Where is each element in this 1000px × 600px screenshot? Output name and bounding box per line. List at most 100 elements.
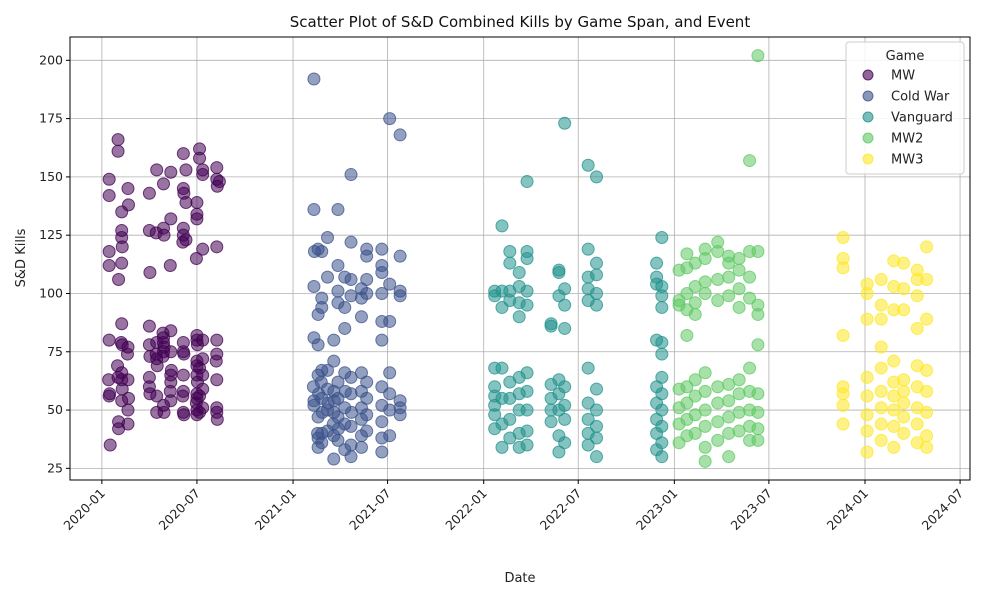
data-point — [196, 333, 210, 347]
data-point — [520, 252, 534, 265]
data-point — [375, 242, 389, 256]
data-points — [102, 49, 934, 468]
x-tick-label: 2024-01 — [824, 486, 872, 534]
data-point — [897, 303, 911, 317]
data-point — [115, 256, 129, 270]
data-point — [920, 440, 934, 454]
data-point — [590, 450, 604, 464]
data-point — [887, 440, 901, 454]
data-point — [321, 270, 335, 284]
data-point — [920, 240, 934, 254]
data-point — [196, 368, 210, 382]
data-point — [122, 391, 135, 405]
data-point — [743, 291, 757, 305]
data-point — [860, 445, 874, 459]
legend-label: MW3 — [891, 153, 923, 168]
data-point — [102, 333, 116, 347]
legend-frame — [845, 41, 965, 175]
data-point — [115, 317, 129, 331]
data-point — [722, 289, 736, 303]
data-point — [680, 328, 694, 342]
data-point — [375, 265, 389, 279]
data-point — [196, 401, 210, 415]
data-point — [212, 175, 226, 189]
data-point — [383, 366, 397, 380]
data-point — [751, 307, 765, 321]
data-point — [860, 286, 874, 300]
data-point — [558, 298, 572, 312]
data-point — [383, 277, 397, 291]
data-point — [383, 314, 397, 328]
data-point — [732, 300, 746, 314]
data-point — [190, 212, 204, 226]
data-point — [307, 279, 321, 293]
data-point — [910, 289, 924, 303]
data-point — [344, 289, 358, 303]
data-point — [503, 245, 517, 259]
data-point — [210, 412, 224, 426]
data-point — [120, 347, 134, 361]
x-tick-label: 2021-07 — [346, 486, 394, 534]
data-point — [112, 272, 126, 286]
data-point — [897, 282, 911, 296]
data-point — [874, 433, 888, 447]
data-point — [544, 415, 558, 429]
data-point — [698, 252, 712, 265]
data-point — [210, 373, 224, 387]
data-point — [111, 144, 125, 158]
data-point — [751, 405, 765, 419]
data-point — [157, 405, 171, 419]
data-point — [210, 161, 224, 175]
data-point — [327, 354, 341, 368]
data-point — [193, 151, 207, 165]
x-tick-label: 2020-07 — [156, 486, 204, 534]
data-point — [887, 354, 901, 368]
data-point — [338, 300, 352, 314]
x-tick-label: 2022-07 — [537, 486, 585, 534]
data-point — [331, 203, 345, 217]
data-point — [344, 438, 358, 452]
data-point — [307, 203, 321, 217]
data-point — [189, 252, 203, 265]
y-tick-label: 50 — [47, 402, 63, 417]
y-tick-label: 100 — [39, 285, 63, 300]
data-point — [711, 272, 725, 286]
x-axis-label: Date — [504, 571, 535, 586]
data-point — [698, 366, 712, 380]
data-point — [558, 282, 572, 296]
data-point — [680, 396, 694, 410]
data-point — [344, 450, 358, 464]
data-point — [655, 289, 669, 303]
data-point — [920, 363, 934, 377]
data-point — [836, 417, 850, 431]
data-point — [874, 384, 888, 398]
data-point — [698, 286, 712, 300]
data-point — [164, 324, 178, 338]
data-point — [142, 186, 156, 200]
data-point — [102, 389, 116, 403]
data-point — [874, 361, 888, 375]
data-point — [722, 450, 736, 464]
data-point — [512, 310, 526, 324]
data-point — [520, 175, 534, 189]
data-point — [196, 168, 210, 182]
legend-marker — [862, 90, 874, 102]
data-point — [860, 408, 874, 422]
data-point — [338, 321, 352, 335]
data-point — [910, 417, 924, 431]
x-tick-label: 2023-07 — [727, 486, 775, 534]
data-point — [102, 189, 116, 203]
data-point — [344, 235, 358, 249]
y-tick-label: 125 — [39, 227, 63, 242]
data-point — [722, 394, 736, 408]
data-point — [164, 394, 178, 408]
data-point — [688, 426, 702, 440]
legend-label: Vanguard — [891, 111, 953, 126]
data-point — [732, 282, 746, 296]
data-point — [897, 396, 911, 410]
data-point — [590, 382, 604, 396]
legend-label: Cold War — [891, 90, 950, 105]
data-point — [558, 436, 572, 450]
data-point — [360, 286, 374, 300]
y-axis-ticks: 25 50 75 100 125 150 175 200 — [39, 52, 70, 475]
